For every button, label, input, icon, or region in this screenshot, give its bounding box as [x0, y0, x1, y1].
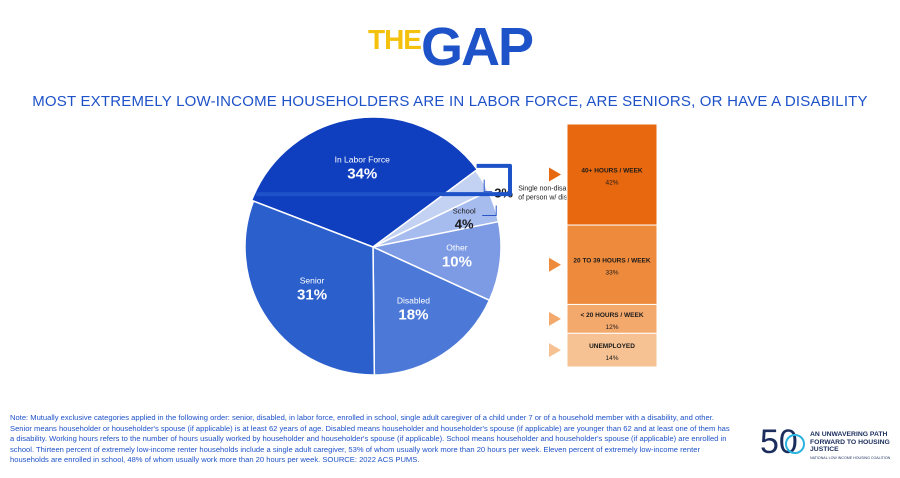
anniversary-logo: 50 AN UNWAVERING PATH FORWARD TO HOUSING… [760, 424, 900, 464]
slice-label: Other [446, 243, 467, 253]
bar-segment [566, 332, 658, 368]
arrow-head-icon [549, 343, 561, 358]
slice-value: 34% [347, 165, 377, 182]
bar-value-label: 14% [605, 355, 618, 362]
pie-slice-other [370, 220, 502, 302]
globe-icon [785, 434, 805, 454]
bar-category-label: UNEMPLOYED [589, 343, 635, 350]
slice-value: 31% [297, 286, 327, 303]
bracket-line [256, 163, 512, 197]
brand-wordmark: THEGAP [0, 20, 900, 74]
bar-segment [566, 123, 658, 226]
school-leader-line [482, 205, 497, 217]
arrow-head-icon [549, 311, 561, 326]
chart-headline: MOST EXTREMELY LOW-INCOME HOUSEHOLDERS A… [32, 93, 868, 110]
bar-category-label: 20 TO 39 HOURS / WEEK [573, 258, 650, 265]
bar-segment [566, 303, 658, 334]
arrow-head-icon [549, 167, 561, 182]
bar-category-label: 40+ HOURS / WEEK [581, 168, 643, 175]
slice-label: In Labor Force [335, 154, 391, 164]
bar-value-label: 42% [605, 180, 618, 187]
pie-slice-senior [244, 200, 376, 376]
slice-label: Disabled [397, 295, 430, 305]
slice-label: Senior [300, 275, 325, 285]
slice-value: 18% [398, 306, 428, 323]
brand-gap: GAP [420, 17, 534, 77]
bar-value-label: 12% [605, 324, 618, 331]
bar-value-label: 33% [605, 270, 618, 277]
slice-value: 4% [455, 217, 474, 232]
footnote: Note: Mutually exclusive categories appl… [10, 413, 730, 464]
hours-stacked-bar: 40+ HOURS / WEEK 42% 20 TO 39 HOURS / WEEK… [566, 123, 658, 368]
bar-category-label: < 20 HOURS / WEEK [580, 312, 643, 319]
labor-force-bracket [256, 163, 561, 358]
caregiver-leader-line [483, 179, 493, 193]
arrow-head-icon [549, 257, 561, 272]
logo-org: NATIONAL LOW INCOME HOUSING COALITION [810, 456, 891, 460]
pie-slice-in [250, 116, 479, 248]
brand-the: THE [367, 24, 422, 55]
bar-segment [566, 224, 658, 305]
logo-tagline: AN UNWAVERING PATH FORWARD TO HOUSING JU… [810, 431, 890, 454]
slice-value: 10% [442, 254, 472, 271]
slice-label: School [453, 207, 476, 216]
pie-slice-disabled [372, 245, 491, 376]
